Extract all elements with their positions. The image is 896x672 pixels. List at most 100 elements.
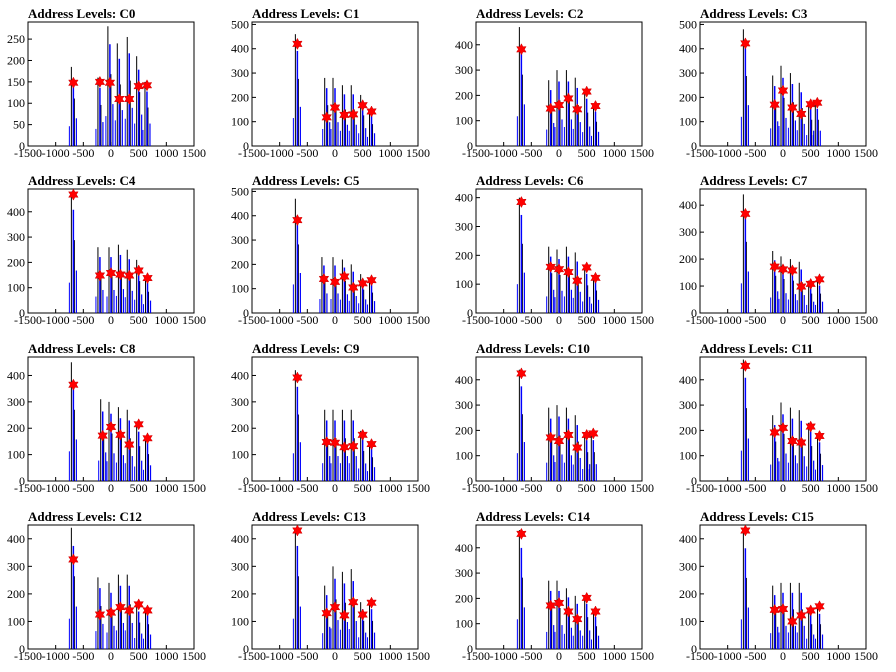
y-tick-label: 200 — [455, 248, 473, 262]
subplot-2: Address Levels: C2 0 100 200 300 400 -1500 -100… — [455, 6, 654, 160]
x-tick-label: 1500 — [630, 481, 654, 495]
x-tick-label: 0 — [108, 481, 114, 495]
x-tick-label: 1500 — [854, 649, 878, 663]
marker-star — [329, 275, 341, 288]
marker-star — [292, 37, 303, 50]
y-tick-label: 400 — [7, 205, 25, 219]
y-tick-label: 300 — [231, 66, 249, 80]
x-tick-label: -1000 — [490, 146, 518, 160]
marker-star — [94, 608, 106, 621]
x-tick-label: -1500 — [238, 146, 266, 160]
marker-star — [141, 79, 153, 92]
x-tick-label: 1500 — [182, 649, 206, 663]
marker-star — [769, 260, 780, 273]
marker-star — [348, 596, 359, 609]
marker-star — [329, 601, 341, 614]
marker-star — [796, 436, 807, 449]
x-tick-label: 0 — [332, 313, 338, 327]
y-tick-label: 400 — [7, 368, 25, 382]
y-tick-label: 200 — [455, 423, 473, 437]
y-tick-label: 200 — [231, 90, 249, 104]
marker-star — [366, 596, 377, 609]
x-tick-label: -500 — [296, 313, 318, 327]
y-tick-label: 500 — [231, 184, 249, 198]
x-tick-label: 500 — [354, 146, 372, 160]
subplot-9: Address Levels: C9 0 100 200 300 400 -1500 -100… — [231, 341, 430, 495]
subplot-title: Address Levels: C0 — [28, 6, 135, 21]
x-tick-label: -1000 — [490, 313, 518, 327]
marker-star — [348, 281, 359, 294]
y-tick-label: 200 — [679, 252, 697, 266]
y-tick-label: 0 — [243, 139, 249, 153]
subplot-title: Address Levels: C8 — [28, 341, 136, 356]
y-tick-label: 100 — [455, 449, 473, 463]
x-tick-label: -1000 — [42, 146, 70, 160]
x-tick-label: -1000 — [714, 313, 742, 327]
marker-star — [545, 431, 556, 444]
x-tick-label: 0 — [556, 649, 562, 663]
x-tick-label: 1500 — [182, 146, 206, 160]
y-tick-label: 100 — [455, 114, 473, 128]
y-tick-label: 100 — [7, 281, 25, 295]
x-tick-label: -500 — [520, 313, 542, 327]
x-tick-label: -500 — [744, 649, 766, 663]
x-tick-label: -1500 — [686, 313, 714, 327]
marker-star — [292, 524, 303, 537]
marker-star — [812, 96, 823, 109]
marker-star — [787, 264, 798, 277]
x-tick-label: -500 — [296, 146, 318, 160]
x-tick-label: 500 — [354, 481, 372, 495]
y-tick-label: 0 — [467, 139, 473, 153]
marker-star — [321, 607, 332, 620]
marker-star — [94, 269, 106, 282]
y-tick-label: 100 — [455, 617, 473, 631]
marker-star — [796, 107, 807, 120]
y-tick-label: 0 — [19, 306, 25, 320]
x-tick-label: -1000 — [42, 313, 70, 327]
marker-star — [814, 429, 825, 443]
x-tick-label: 500 — [802, 481, 820, 495]
y-tick-label: 100 — [231, 614, 249, 628]
marker-star — [796, 609, 807, 622]
marker-star — [545, 260, 556, 273]
marker-star — [563, 92, 574, 105]
y-tick-label: 200 — [679, 423, 697, 437]
marker-star — [357, 277, 368, 290]
x-tick-label: 1500 — [182, 313, 206, 327]
y-tick-label: 150 — [7, 75, 25, 89]
x-tick-label: -500 — [744, 313, 766, 327]
marker-star — [68, 553, 79, 566]
x-tick-label: -500 — [72, 313, 94, 327]
marker-star — [777, 421, 789, 434]
x-tick-label: -1000 — [42, 649, 70, 663]
marker-star — [563, 266, 574, 279]
x-tick-label: -500 — [72, 649, 94, 663]
x-tick-label: 0 — [108, 313, 114, 327]
marker-star — [133, 264, 144, 277]
marker-star — [545, 102, 556, 115]
marker-star — [553, 98, 565, 112]
marker-star — [769, 98, 780, 111]
marker-star — [777, 602, 789, 616]
subplot-6: Address Levels: C6 0 100 200 300 400 -1500 -100… — [455, 173, 654, 327]
y-tick-label: 200 — [455, 591, 473, 605]
y-tick-label: 300 — [679, 398, 697, 412]
marker-star — [292, 371, 303, 384]
y-tick-label: 400 — [679, 42, 697, 56]
y-tick-label: 300 — [679, 225, 697, 239]
x-tick-label: -1500 — [462, 313, 490, 327]
y-tick-label: 300 — [679, 559, 697, 573]
y-tick-label: 100 — [679, 614, 697, 628]
y-tick-label: 200 — [231, 257, 249, 271]
subplot-12: Address Levels: C12 0 100 200 300 400 -1500 -10… — [7, 509, 206, 663]
subplot-5: Address Levels: C50100200300400500-1500-… — [231, 173, 430, 327]
y-tick-label: 400 — [455, 541, 473, 555]
marker-star — [366, 274, 377, 287]
y-tick-label: 300 — [231, 559, 249, 573]
marker-star — [590, 605, 601, 618]
x-tick-label: 1500 — [630, 313, 654, 327]
marker-star — [133, 598, 144, 611]
y-tick-label: 0 — [19, 474, 25, 488]
x-tick-label: 1000 — [602, 481, 626, 495]
subplot-title: Address Levels: C3 — [700, 6, 808, 21]
